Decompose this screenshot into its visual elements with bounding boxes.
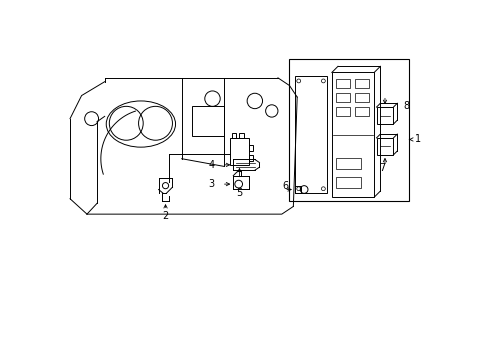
Bar: [354, 107, 368, 116]
Bar: [376, 138, 393, 155]
Text: 7: 7: [378, 163, 384, 173]
Bar: [335, 93, 349, 102]
Bar: [331, 72, 373, 197]
Bar: [239, 133, 244, 138]
Bar: [335, 158, 360, 169]
Bar: [335, 107, 349, 116]
Bar: [289, 59, 408, 201]
Bar: [294, 76, 326, 193]
Bar: [335, 79, 349, 88]
Text: 4: 4: [208, 160, 214, 170]
Bar: [231, 133, 236, 138]
Text: 3: 3: [208, 179, 214, 189]
Text: 2: 2: [162, 211, 168, 221]
Text: 6: 6: [282, 181, 288, 191]
Bar: [249, 155, 253, 161]
Text: 1: 1: [414, 134, 420, 144]
Bar: [191, 106, 224, 136]
Bar: [335, 177, 360, 188]
Bar: [354, 79, 368, 88]
Text: 8: 8: [403, 101, 409, 111]
Bar: [294, 186, 301, 193]
Bar: [230, 138, 249, 165]
Bar: [376, 107, 393, 124]
Bar: [249, 145, 253, 151]
Bar: [354, 93, 368, 102]
Text: 5: 5: [236, 188, 242, 198]
